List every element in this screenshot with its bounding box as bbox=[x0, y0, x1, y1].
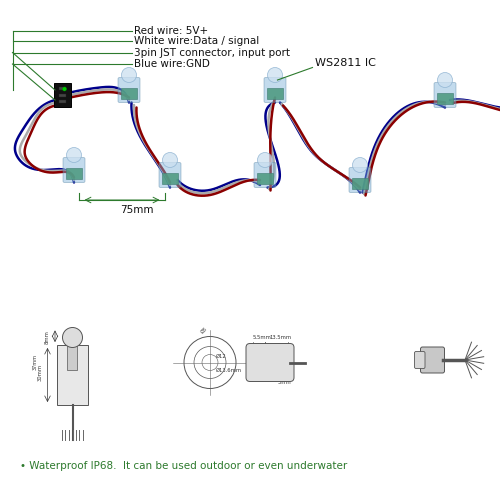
Circle shape bbox=[62, 87, 66, 91]
Text: 13.5mm: 13.5mm bbox=[269, 335, 291, 340]
FancyBboxPatch shape bbox=[434, 82, 456, 108]
FancyBboxPatch shape bbox=[159, 162, 181, 188]
Ellipse shape bbox=[258, 152, 272, 168]
Text: 37mm: 37mm bbox=[32, 354, 38, 370]
Text: 3pin JST connector, input port: 3pin JST connector, input port bbox=[134, 48, 290, 58]
Ellipse shape bbox=[122, 68, 136, 82]
FancyBboxPatch shape bbox=[352, 178, 368, 189]
Ellipse shape bbox=[438, 72, 452, 88]
FancyBboxPatch shape bbox=[66, 168, 82, 179]
Text: Ø8: Ø8 bbox=[200, 326, 208, 334]
FancyBboxPatch shape bbox=[54, 82, 71, 107]
FancyBboxPatch shape bbox=[349, 168, 371, 192]
Text: 30mm: 30mm bbox=[38, 364, 43, 381]
FancyBboxPatch shape bbox=[63, 158, 85, 182]
FancyBboxPatch shape bbox=[267, 88, 283, 99]
FancyBboxPatch shape bbox=[420, 347, 444, 373]
Text: 75mm: 75mm bbox=[120, 205, 154, 215]
Ellipse shape bbox=[66, 148, 82, 162]
FancyBboxPatch shape bbox=[254, 162, 276, 188]
Text: Red wire: 5V+: Red wire: 5V+ bbox=[134, 26, 208, 36]
FancyBboxPatch shape bbox=[68, 345, 78, 370]
FancyBboxPatch shape bbox=[59, 100, 66, 102]
Ellipse shape bbox=[352, 158, 368, 172]
Text: Ø13.6mm: Ø13.6mm bbox=[216, 368, 242, 372]
FancyBboxPatch shape bbox=[246, 344, 294, 382]
Ellipse shape bbox=[162, 152, 178, 168]
FancyBboxPatch shape bbox=[59, 88, 66, 90]
Text: • Waterproof IP68.  It can be used outdoor or even underwater: • Waterproof IP68. It can be used outdoo… bbox=[20, 461, 347, 471]
FancyBboxPatch shape bbox=[58, 345, 88, 405]
FancyBboxPatch shape bbox=[414, 352, 425, 368]
Ellipse shape bbox=[62, 328, 82, 347]
FancyBboxPatch shape bbox=[59, 94, 66, 96]
Text: White wire:Data / signal: White wire:Data / signal bbox=[134, 36, 259, 46]
Ellipse shape bbox=[268, 68, 282, 82]
FancyBboxPatch shape bbox=[118, 78, 140, 102]
Text: 5.5mm: 5.5mm bbox=[252, 335, 272, 340]
FancyBboxPatch shape bbox=[162, 173, 178, 184]
Text: 3mm: 3mm bbox=[278, 380, 291, 384]
Text: WS2811 IC: WS2811 IC bbox=[315, 58, 376, 68]
Text: Blue wire:GND: Blue wire:GND bbox=[134, 59, 210, 69]
FancyBboxPatch shape bbox=[121, 88, 137, 99]
FancyBboxPatch shape bbox=[437, 93, 453, 104]
FancyBboxPatch shape bbox=[264, 78, 286, 102]
Text: Ø12: Ø12 bbox=[216, 354, 227, 358]
FancyBboxPatch shape bbox=[257, 173, 273, 184]
Text: 8mm: 8mm bbox=[45, 330, 50, 344]
